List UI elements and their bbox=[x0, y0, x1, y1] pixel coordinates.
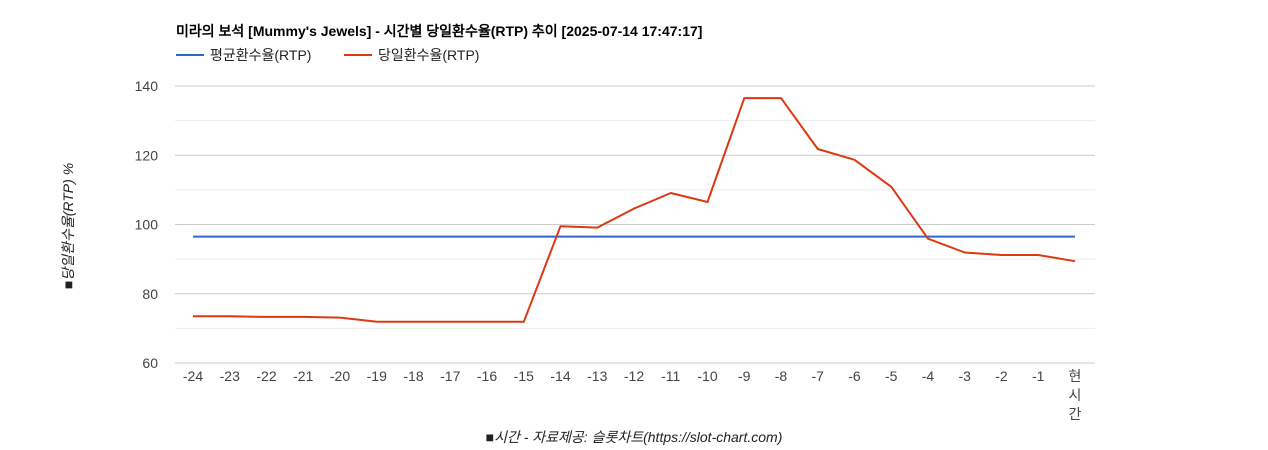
x-tick-label: -17 bbox=[440, 368, 460, 384]
x-tick-label: -23 bbox=[220, 368, 240, 384]
x-tick-label: -20 bbox=[330, 368, 350, 384]
y-tick-label: 100 bbox=[135, 217, 159, 233]
chart-title: 미라의 보석 [Mummy's Jewels] - 시간별 당일환수율(RTP)… bbox=[176, 23, 702, 39]
y-tick-label: 60 bbox=[142, 355, 158, 371]
y-tick-label: 120 bbox=[135, 147, 159, 163]
series-lines bbox=[193, 97, 1076, 323]
x-tick-label: -12 bbox=[624, 368, 644, 384]
x-tick-label: -16 bbox=[477, 368, 497, 384]
x-tick-label: -6 bbox=[848, 368, 861, 384]
legend: 평균환수율(RTP) 당일환수율(RTP) bbox=[176, 47, 479, 63]
grid bbox=[175, 85, 1095, 364]
x-tick-label: -2 bbox=[995, 368, 1008, 384]
x-tick-label: -22 bbox=[256, 368, 276, 384]
y-tick-label: 140 bbox=[135, 78, 159, 94]
x-tick-label: -11 bbox=[661, 368, 680, 384]
x-tick-label: -3 bbox=[959, 368, 972, 384]
x-tick-label: -10 bbox=[697, 368, 717, 384]
x-tick-label: -9 bbox=[738, 368, 751, 384]
x-tick-labels: -24 -23 -22 -21 -20 -19 -18 -17 -16 -15 -14 -13 -12 -… bbox=[183, 368, 1082, 422]
x-tick-label: -15 bbox=[514, 368, 534, 384]
y-tick-labels: 60 80 100 120 140 bbox=[135, 78, 159, 371]
x-tick-label: -7 bbox=[812, 368, 825, 384]
x-axis-title: ■시간 - 자료제공: 슬롯차트(https://slot-chart.com) bbox=[486, 429, 783, 445]
x-tick-label: -21 bbox=[293, 368, 313, 384]
x-tick-label: -8 bbox=[775, 368, 788, 384]
series-line-daily-rtp bbox=[193, 97, 1076, 323]
x-tick-label: -1 bbox=[1032, 368, 1045, 384]
y-axis-title: ■당일환수율(RTP) % bbox=[60, 163, 76, 289]
y-tick-label: 80 bbox=[142, 286, 158, 302]
legend-label-avg: 평균환수율(RTP) bbox=[210, 47, 311, 63]
legend-label-daily: 당일환수율(RTP) bbox=[378, 47, 479, 63]
x-tick-label: -19 bbox=[367, 368, 387, 384]
x-tick-label: -18 bbox=[403, 368, 423, 384]
x-tick-label: -14 bbox=[550, 368, 570, 384]
x-tick-label: -24 bbox=[183, 368, 203, 384]
x-tick-label: -4 bbox=[922, 368, 935, 384]
x-tick-label: -13 bbox=[587, 368, 607, 384]
x-tick-label: -5 bbox=[885, 368, 898, 384]
